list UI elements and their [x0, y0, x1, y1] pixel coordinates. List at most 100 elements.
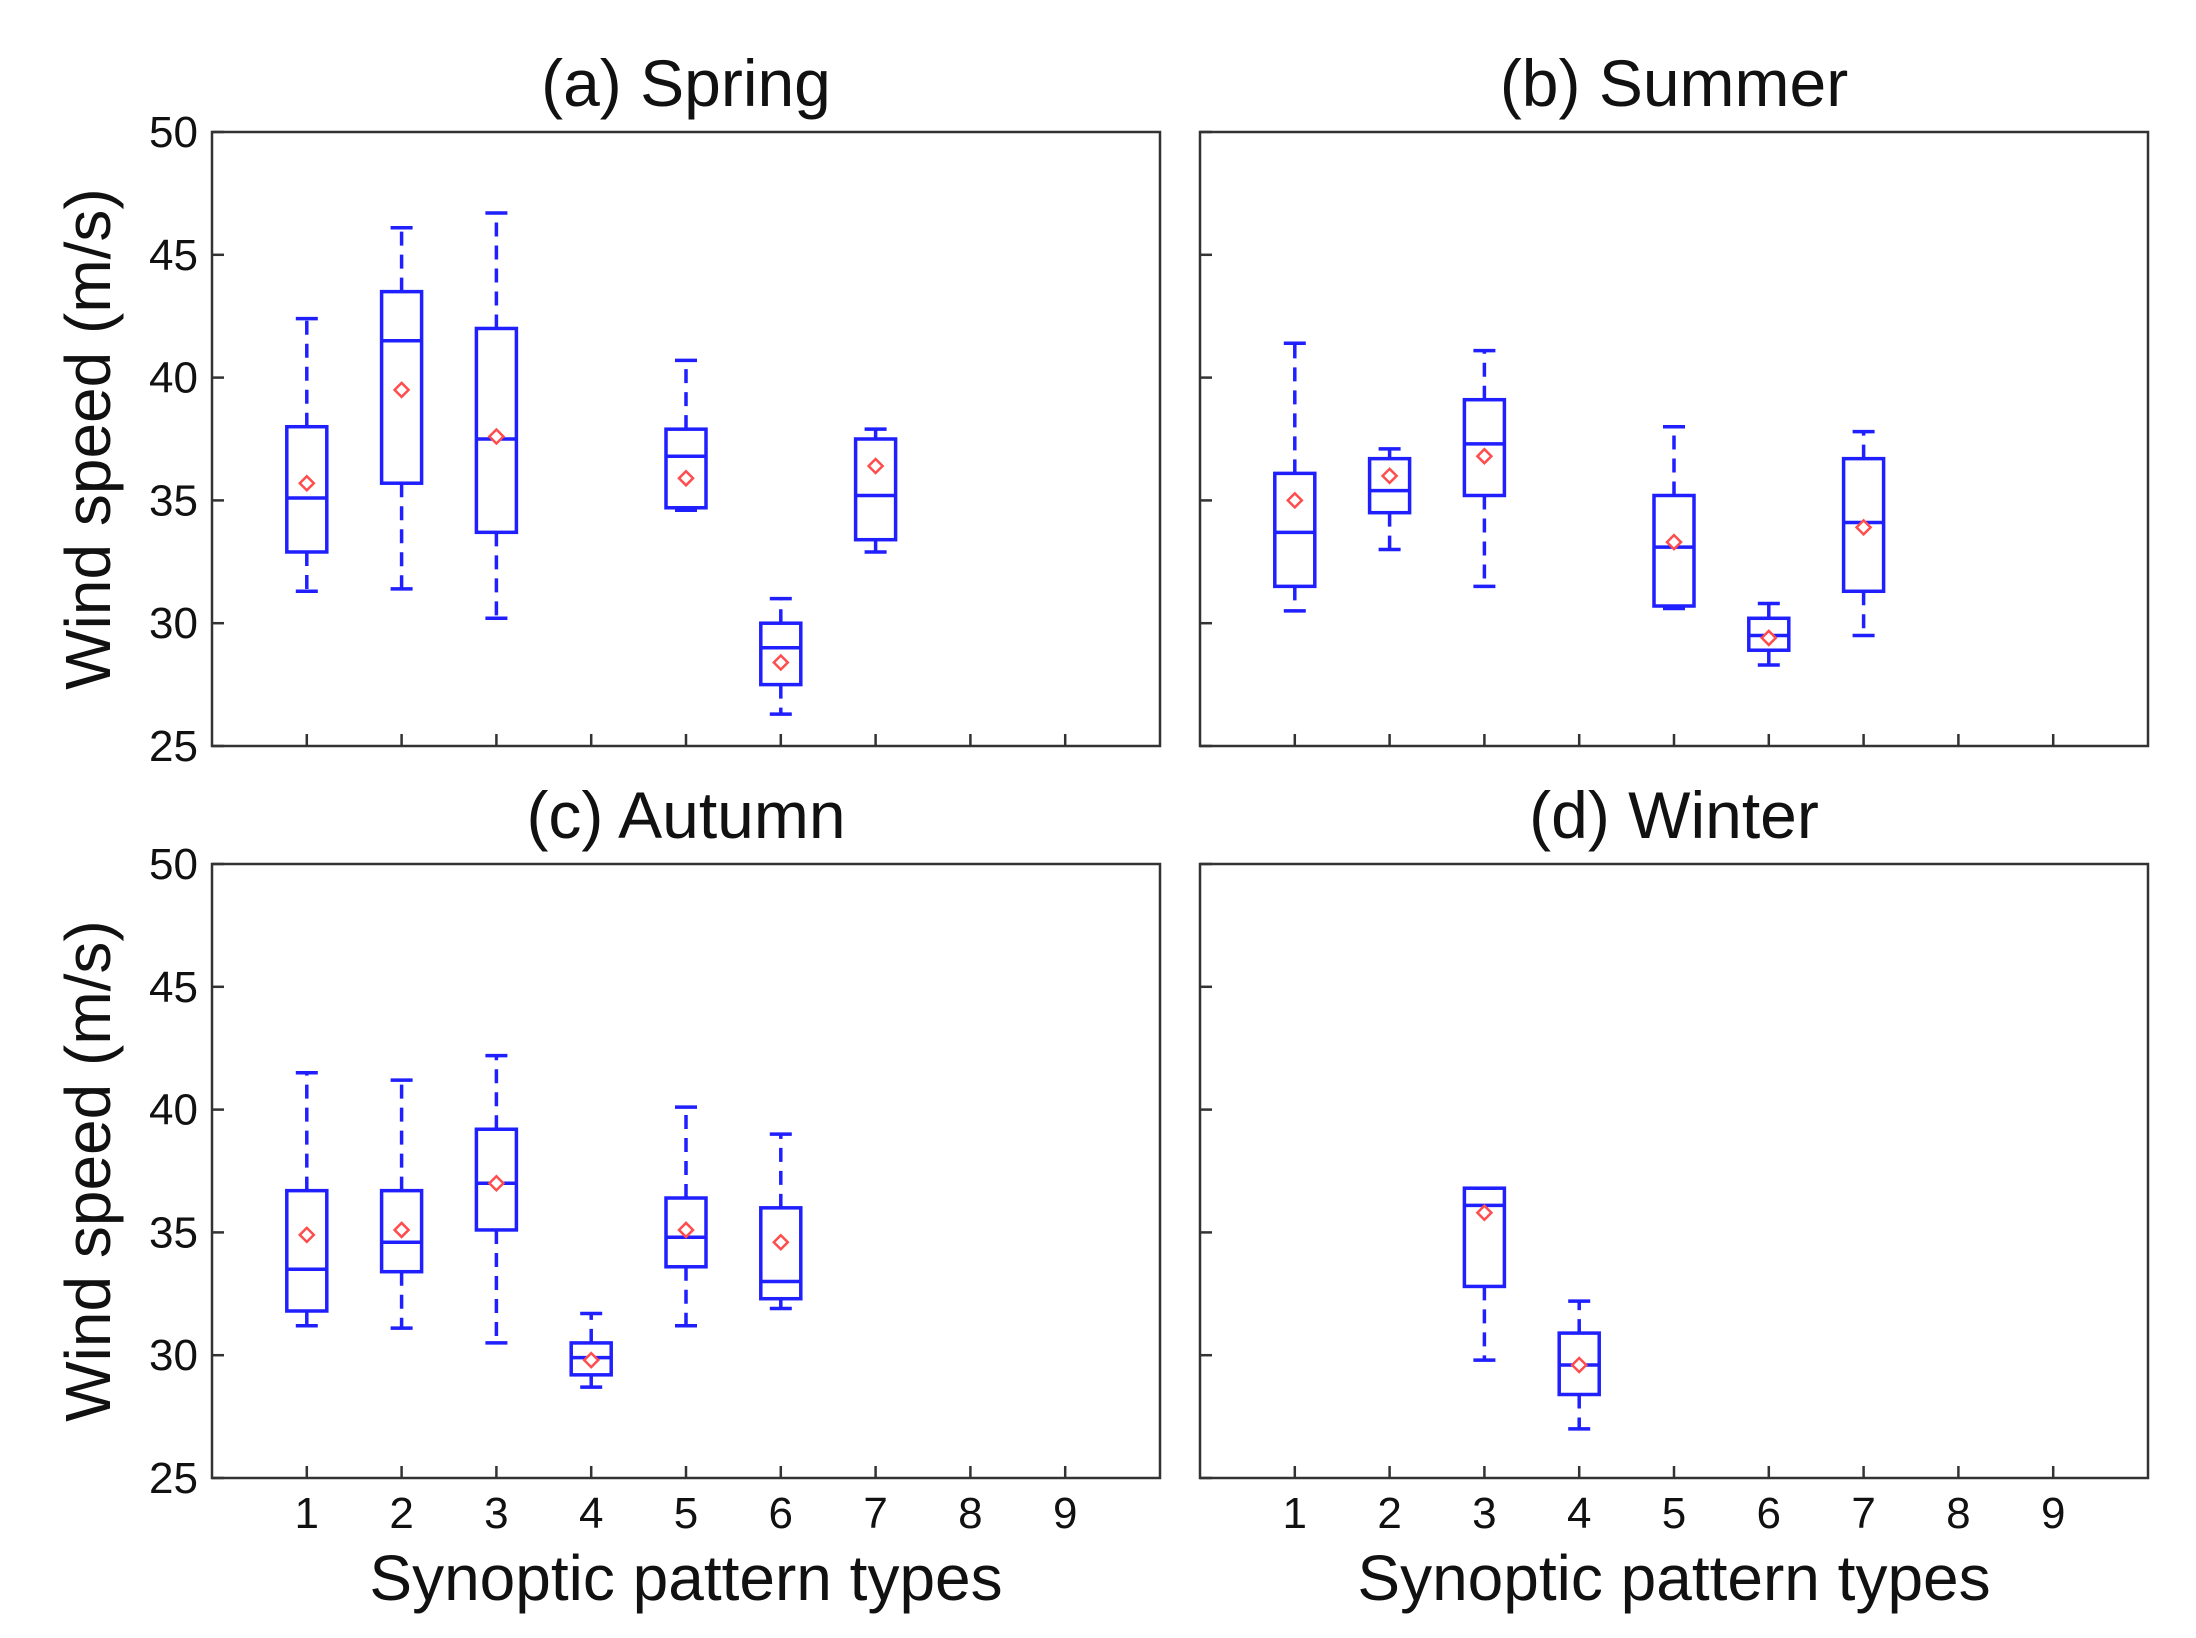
- y-tick-label: 40: [149, 1086, 198, 1135]
- mean-marker: [392, 381, 411, 399]
- iqr-box: [1273, 471, 1317, 589]
- mean-marker: [1854, 518, 1873, 537]
- x-tick-label: 6: [1757, 1489, 1781, 1538]
- box-type-3: [1462, 348, 1507, 589]
- mean-marker: [392, 1221, 411, 1239]
- x-tick-label: 1: [1283, 1489, 1307, 1538]
- y-tick-label: 45: [149, 963, 198, 1012]
- box-type-2: [379, 1078, 424, 1330]
- mean-marker: [772, 1233, 790, 1251]
- mean-marker: [1570, 1356, 1588, 1374]
- iqr-box: [1367, 456, 1412, 515]
- iqr-box: [664, 1196, 708, 1269]
- panel-2: (b) Summer: [1198, 46, 2150, 748]
- box-type-7: [1841, 429, 1886, 638]
- iqr-box: [1462, 397, 1507, 498]
- box-type-2: [379, 226, 424, 591]
- x-tick-label: 5: [674, 1489, 698, 1538]
- iqr-box: [759, 621, 803, 687]
- x-axis-label: Synoptic pattern types: [369, 1542, 1002, 1614]
- y-tick-label: 25: [149, 1454, 198, 1503]
- mean-marker: [487, 1174, 506, 1193]
- iqr-box: [379, 289, 424, 485]
- y-tick-label: 45: [149, 231, 198, 280]
- iqr-box: [759, 1206, 803, 1301]
- x-tick-label: 3: [484, 1489, 508, 1538]
- x-tick-label: 3: [1472, 1489, 1496, 1538]
- iqr-box: [379, 1188, 424, 1274]
- box-type-2: [1367, 447, 1412, 552]
- mean-marker: [866, 457, 885, 475]
- x-tick-label: 6: [769, 1489, 793, 1538]
- box-type-5: [1652, 424, 1696, 611]
- mean-marker: [1760, 629, 1778, 647]
- x-tick-label: 8: [958, 1489, 982, 1538]
- mean-marker: [298, 474, 316, 492]
- mean-marker: [677, 1221, 695, 1239]
- y-tick-label: 40: [149, 354, 198, 403]
- box-type-1: [285, 316, 329, 594]
- y-tick-label: 50: [149, 840, 198, 889]
- box-type-5: [664, 358, 708, 512]
- y-tick-label: 30: [149, 599, 198, 648]
- box-type-4: [1557, 1299, 1601, 1431]
- mean-marker: [298, 1226, 316, 1244]
- panel-title: (a) Spring: [541, 46, 831, 120]
- box-type-3: [1462, 1186, 1507, 1362]
- mean-marker: [677, 469, 695, 488]
- x-axis-label: Synoptic pattern types: [1357, 1542, 1990, 1614]
- x-tick-label: 4: [1567, 1489, 1591, 1538]
- x-tick-label: 2: [389, 1489, 413, 1538]
- mean-marker: [1475, 1203, 1494, 1222]
- y-tick-label: 35: [149, 1208, 198, 1257]
- panel-title: (d) Winter: [1529, 778, 1819, 852]
- x-tick-label: 1: [295, 1489, 319, 1538]
- mean-marker: [582, 1351, 600, 1369]
- box-type-6: [1747, 601, 1791, 667]
- box-type-1: [285, 1071, 329, 1328]
- iqr-box: [474, 326, 519, 535]
- y-tick-label: 25: [149, 722, 198, 771]
- iqr-box: [1462, 1186, 1507, 1289]
- mean-marker: [487, 427, 506, 446]
- mean-marker: [772, 653, 790, 672]
- mean-marker: [1380, 467, 1399, 485]
- iqr-box: [664, 427, 708, 510]
- iqr-box: [1841, 456, 1886, 594]
- x-tick-label: 9: [2041, 1489, 2065, 1538]
- y-tick-label: 50: [149, 108, 198, 157]
- y-axis-label: Wind speed (m/s): [52, 188, 124, 689]
- x-tick-label: 7: [1851, 1489, 1875, 1538]
- x-tick-label: 4: [579, 1489, 603, 1538]
- panel-1: (a) Spring 25 30 35 40 45 50 Wind speed (m/s): [52, 46, 1162, 771]
- mean-marker: [1665, 533, 1683, 551]
- panel-title: (c) Autumn: [526, 778, 845, 852]
- plot-frame: [1198, 862, 2150, 1480]
- y-axis-label: Wind speed (m/s): [52, 920, 124, 1421]
- x-tick-label: 2: [1377, 1489, 1401, 1538]
- iqr-box: [853, 437, 898, 542]
- x-tick-label: 5: [1662, 1489, 1686, 1538]
- x-tick-label: 9: [1053, 1489, 1077, 1538]
- iqr-box: [1652, 493, 1696, 608]
- box-type-6: [759, 1132, 803, 1311]
- panel-4: (d) Winter 1 2 3 4 5 6 7 8 9 Synoptic pattern type…: [1198, 778, 2150, 1614]
- y-tick-label: 35: [149, 476, 198, 525]
- iqr-box: [285, 1188, 329, 1313]
- box-type-4: [569, 1311, 613, 1389]
- box-type-6: [759, 596, 803, 716]
- x-tick-label: 7: [863, 1489, 887, 1538]
- box-type-3: [474, 211, 519, 621]
- mean-marker: [1475, 447, 1494, 465]
- box-type-3: [474, 1053, 519, 1345]
- y-tick-label: 30: [149, 1331, 198, 1380]
- iqr-box: [474, 1127, 519, 1232]
- x-tick-label: 8: [1946, 1489, 1970, 1538]
- plot-frame: [210, 130, 1162, 748]
- mean-marker: [1286, 491, 1304, 510]
- box-type-7: [853, 427, 898, 554]
- box-type-1: [1273, 341, 1317, 613]
- box-type-5: [664, 1105, 708, 1328]
